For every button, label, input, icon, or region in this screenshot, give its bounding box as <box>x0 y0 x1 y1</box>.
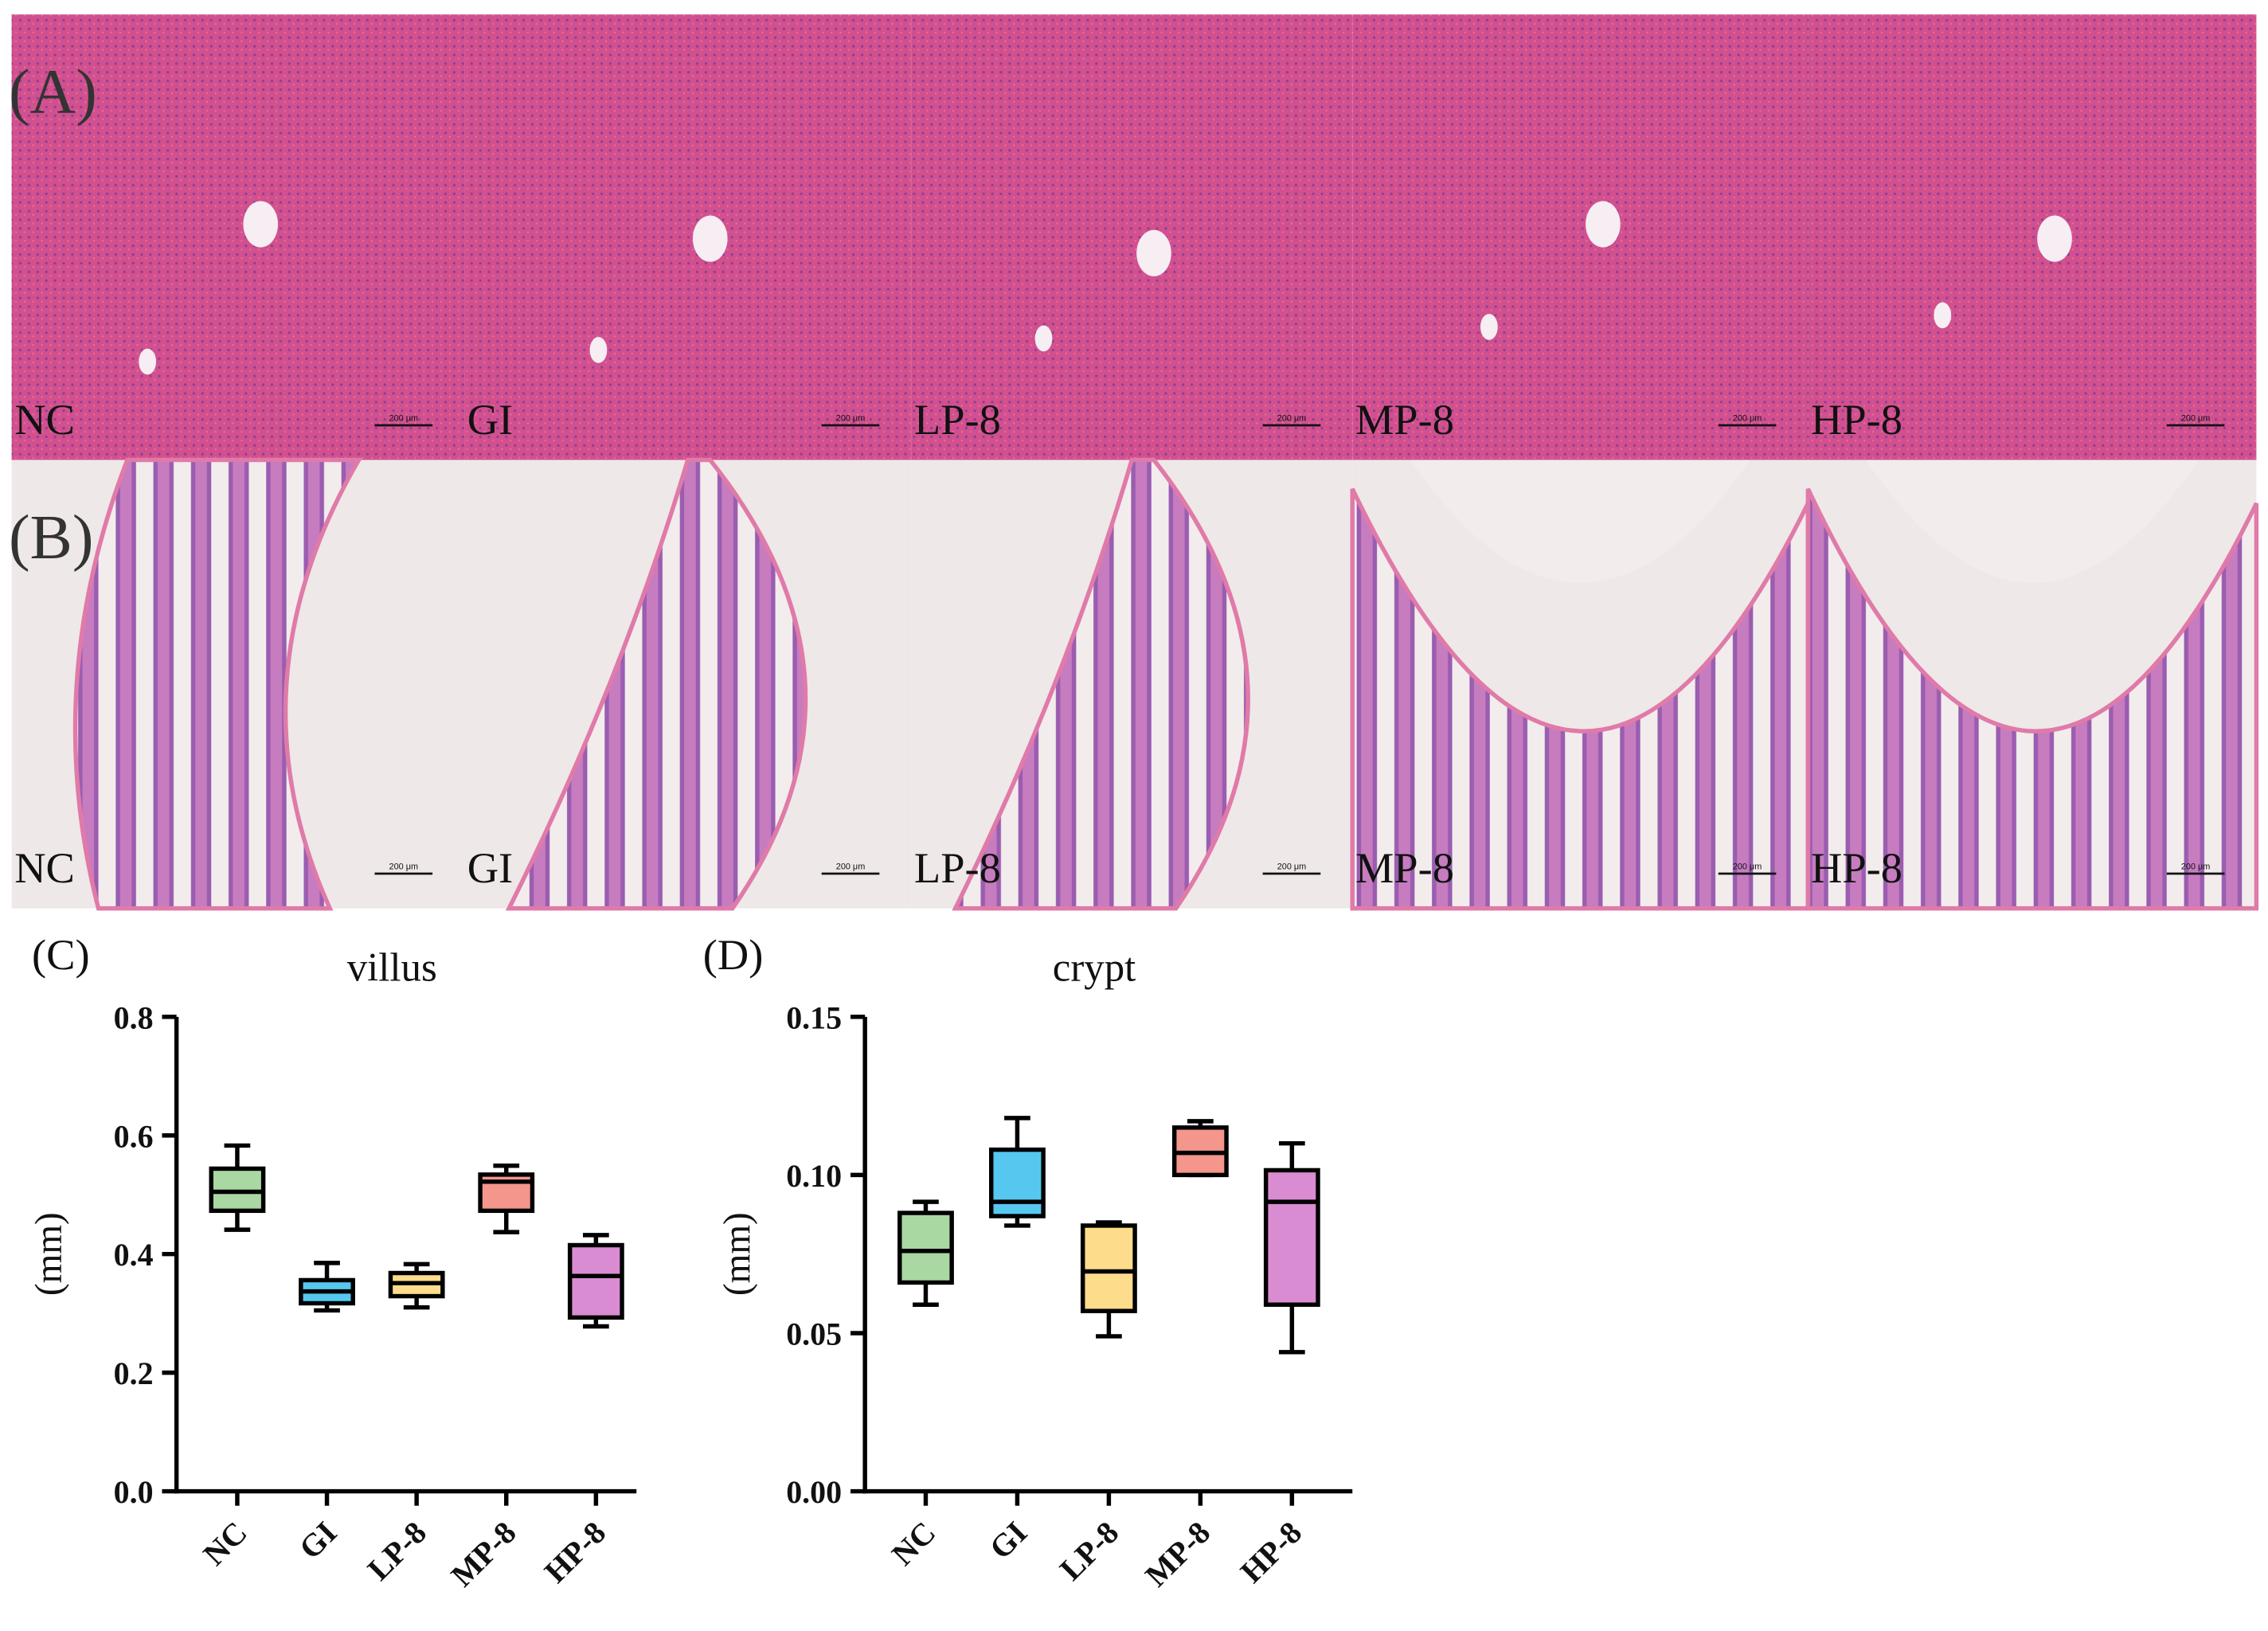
scale-bar-label: 200 μm <box>389 862 418 872</box>
y-tick-label: 0.15 <box>786 999 842 1035</box>
vessel <box>1934 302 1952 329</box>
image-label: MP-8 <box>1355 843 1454 892</box>
y-axis-label: (mm) <box>717 1212 758 1296</box>
x-tick-label: HP-8 <box>1234 1515 1309 1590</box>
image-label: LP-8 <box>914 843 1001 892</box>
micrograph <box>1350 460 1811 911</box>
micrograph <box>1352 14 1809 460</box>
micrograph <box>1805 460 2259 911</box>
micrograph <box>1808 14 2257 460</box>
y-tick-label: 0.4 <box>114 1237 154 1273</box>
scale-bar-label: 200 μm <box>1733 862 1762 872</box>
scale-bar-label: 200 μm <box>1733 414 1762 424</box>
x-tick-label: GI <box>292 1515 344 1566</box>
micrograph <box>911 14 1353 460</box>
panel-label: (A) <box>9 57 97 127</box>
image-label: MP-8 <box>1355 395 1454 444</box>
y-axis-label: (mm) <box>28 1212 69 1296</box>
y-tick-label: 0.6 <box>114 1118 154 1154</box>
micrograph <box>464 457 912 911</box>
image-label: GI <box>467 843 513 892</box>
chart-title: villus <box>347 945 437 989</box>
scale-bar-label: 200 μm <box>389 414 418 424</box>
tissue <box>1352 14 1809 460</box>
scale-bar-label: 200 μm <box>2181 414 2211 424</box>
chart-title: crypt <box>1053 945 1136 989</box>
image-label: GI <box>467 395 513 444</box>
panel-label: (B) <box>9 503 94 573</box>
image-label: HP-8 <box>1811 843 1902 892</box>
micrograph <box>911 457 1353 911</box>
x-tick-label: HP-8 <box>538 1515 613 1590</box>
box <box>1080 1223 1137 1313</box>
tissue <box>464 14 912 460</box>
box <box>1263 1168 1320 1307</box>
x-tick-label: NC <box>196 1515 254 1573</box>
vessel <box>1480 314 1498 340</box>
tissue <box>11 14 465 460</box>
x-tick-label: MP-8 <box>444 1515 522 1594</box>
scale-bar-label: 200 μm <box>1277 414 1307 424</box>
intestine-wall <box>1350 487 1811 911</box>
x-tick-label: MP-8 <box>1138 1515 1217 1594</box>
box <box>897 1211 954 1285</box>
panel-label: (D) <box>703 930 764 979</box>
scale-bar-label: 200 μm <box>836 862 866 872</box>
vessel <box>243 201 279 248</box>
lumen <box>1410 460 1750 583</box>
vessel <box>1136 229 1171 276</box>
y-tick-label: 0.10 <box>786 1158 842 1194</box>
vessel <box>2037 215 2072 262</box>
intestine-wall <box>505 457 808 911</box>
image-label: HP-8 <box>1811 395 1902 444</box>
y-tick-label: 0.00 <box>786 1474 842 1510</box>
box <box>567 1242 624 1320</box>
micrograph <box>11 14 465 460</box>
scale-bar-label: 200 μm <box>2181 862 2211 872</box>
vessel <box>692 215 728 262</box>
vessel <box>589 337 608 363</box>
y-tick-label: 0.0 <box>114 1474 154 1510</box>
panel-label: (C) <box>32 930 90 979</box>
image-label: NC <box>14 395 75 444</box>
micrograph <box>464 14 912 460</box>
y-tick-label: 0.8 <box>114 999 154 1035</box>
x-tick-label: NC <box>885 1515 943 1573</box>
intestine-wall <box>1805 487 2259 911</box>
vessel <box>1586 201 1621 248</box>
tissue <box>911 14 1353 460</box>
micrograph <box>11 457 465 911</box>
intestine-wall <box>952 457 1250 911</box>
vessel <box>139 348 157 375</box>
lumen <box>1866 460 2199 583</box>
y-tick-label: 0.05 <box>786 1316 842 1352</box>
scale-bar-label: 200 μm <box>836 414 866 424</box>
x-tick-label: LP-8 <box>1053 1515 1125 1587</box>
scale-bar-label: 200 μm <box>1277 862 1307 872</box>
vessel <box>1034 325 1053 352</box>
box <box>989 1147 1046 1218</box>
intestine-wall <box>72 457 363 911</box>
tissue <box>1808 14 2257 460</box>
image-label: LP-8 <box>914 395 1001 444</box>
x-tick-label: GI <box>983 1515 1034 1566</box>
image-label: NC <box>14 843 75 892</box>
y-tick-label: 0.2 <box>114 1355 154 1391</box>
x-tick-label: LP-8 <box>361 1515 433 1587</box>
